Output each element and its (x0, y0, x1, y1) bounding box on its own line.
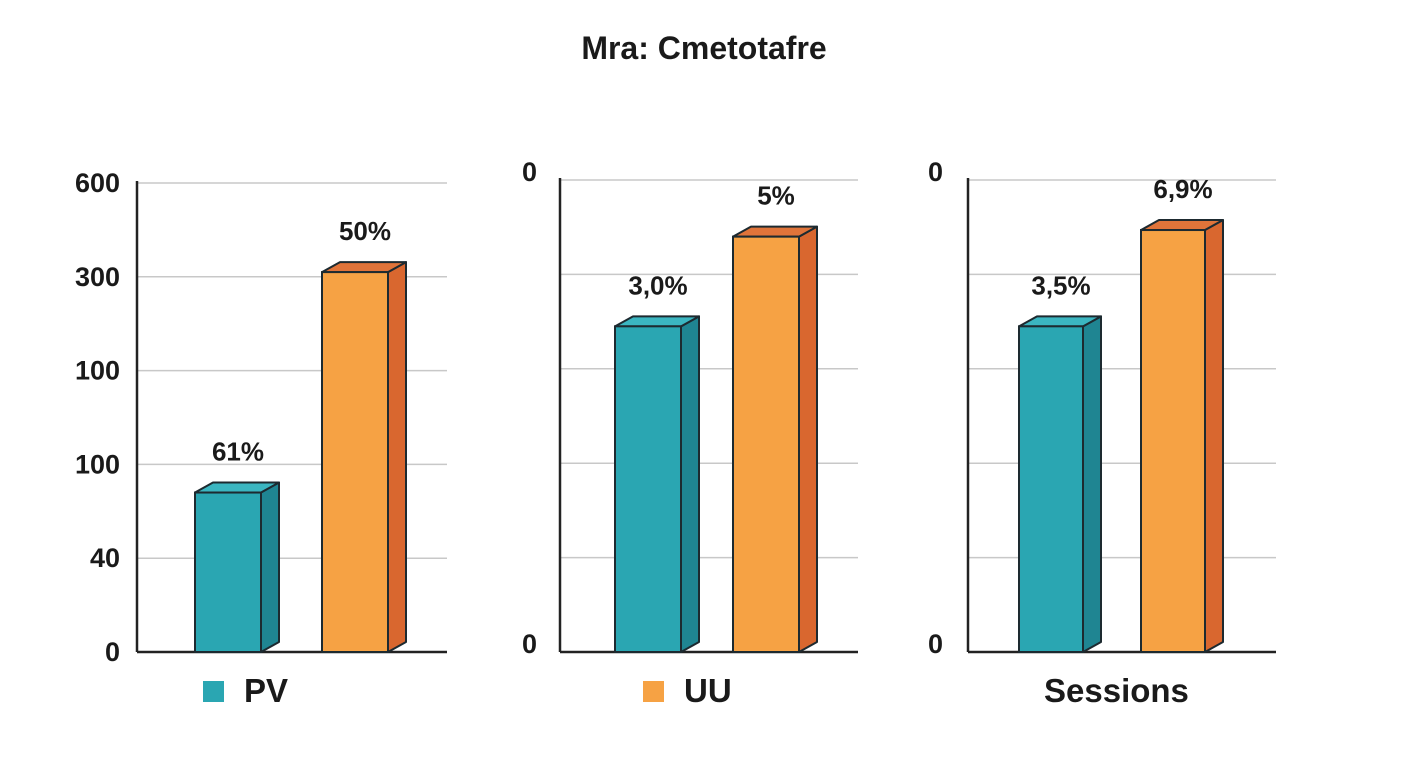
bar (321, 271, 389, 653)
legend-label-uu: UU (684, 672, 732, 709)
bar (1140, 229, 1206, 653)
legend-item-uu: UU (643, 672, 732, 710)
bar (614, 325, 682, 653)
y-tick-label: 0 (522, 629, 537, 659)
chart-title: Mra: Cmetotafre (581, 30, 827, 66)
legend-label-sessions: Sessions (1044, 672, 1189, 709)
bar-side (798, 225, 818, 653)
bar-side (1082, 315, 1102, 653)
y-tick-label: 300 (75, 262, 120, 292)
legend-swatch-pv (203, 680, 224, 702)
legend-item-sessions: Sessions (1044, 672, 1189, 710)
y-tick-label: 100 (75, 449, 120, 479)
legend-swatch-uu (643, 680, 664, 702)
bar (1018, 325, 1084, 653)
data-label: 6,9% (1153, 174, 1212, 204)
bar (194, 491, 262, 654)
bar-side (1204, 219, 1224, 653)
data-label: 3,0% (628, 270, 687, 300)
y-tick-label: 100 (75, 356, 120, 386)
bar (732, 235, 800, 653)
y-tick-label: 600 (75, 168, 120, 198)
legend-item-pv: PV (203, 672, 288, 710)
bar-side (260, 481, 280, 653)
data-label: 61% (212, 437, 264, 467)
y-tick-label: 0 (105, 637, 120, 667)
y-tick-label: 0 (928, 629, 943, 659)
legend-label-pv: PV (244, 672, 289, 709)
data-label: 5% (757, 181, 795, 211)
y-tick-label: 0 (928, 157, 943, 187)
bar-side (387, 261, 407, 653)
y-tick-label: 40 (90, 543, 120, 573)
data-label: 3,5% (1031, 270, 1090, 300)
data-label: 50% (339, 216, 391, 246)
y-tick-label: 0 (522, 157, 537, 187)
bar-side (680, 315, 700, 653)
